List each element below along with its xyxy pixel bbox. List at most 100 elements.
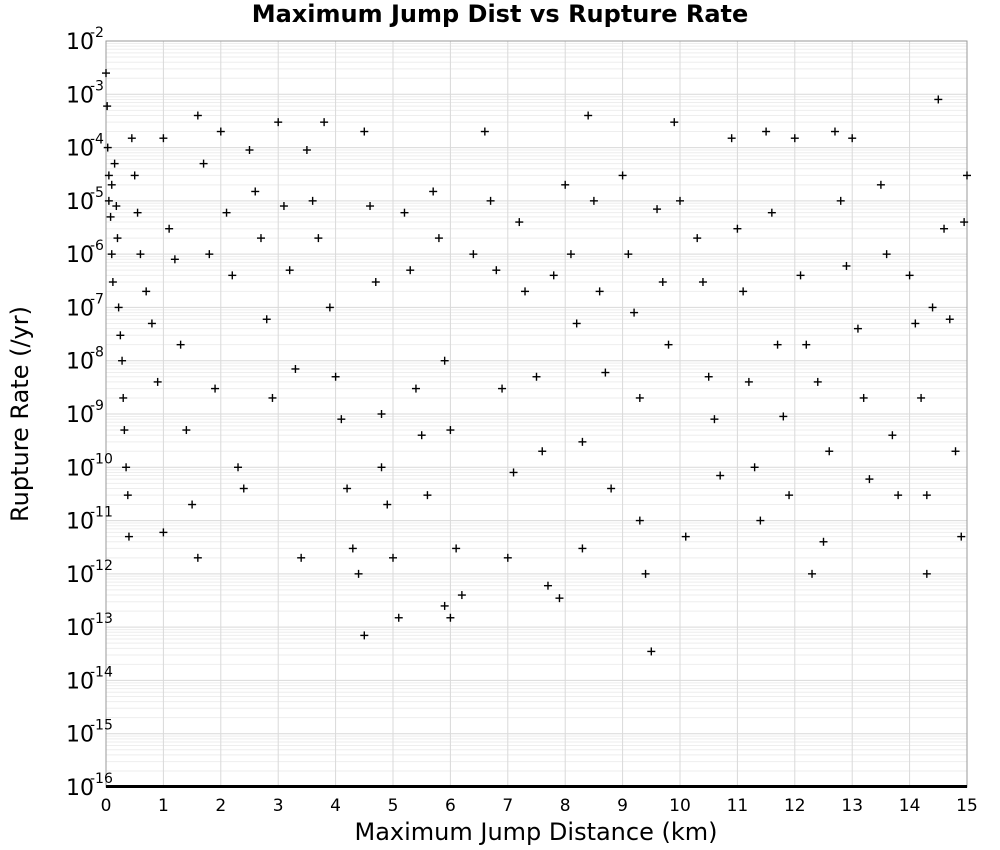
y-tick-exponent: -2 xyxy=(90,25,104,41)
data-point xyxy=(653,205,662,214)
data-point xyxy=(951,447,960,456)
y-tick-label: 10 xyxy=(66,669,94,694)
data-point xyxy=(853,324,862,333)
y-tick-label: 10 xyxy=(66,510,94,535)
data-point xyxy=(106,212,115,221)
y-tick-label: 10 xyxy=(66,83,94,108)
y-tick-label: 10 xyxy=(66,723,94,748)
data-point xyxy=(123,491,132,500)
data-point xyxy=(116,331,125,340)
x-tick-label: 6 xyxy=(445,796,456,816)
y-tick-exponent: -6 xyxy=(90,238,104,254)
data-point xyxy=(188,500,197,509)
x-tick-label: 12 xyxy=(784,796,806,816)
data-point xyxy=(957,532,966,541)
data-point xyxy=(360,127,369,136)
data-point xyxy=(446,426,455,435)
x-tick-label: 10 xyxy=(669,796,691,816)
data-point xyxy=(607,484,616,493)
y-tick-label: 10 xyxy=(66,243,94,268)
data-point xyxy=(532,372,541,381)
data-point xyxy=(503,553,512,562)
grid-lines xyxy=(105,40,968,788)
data-point xyxy=(314,234,323,243)
data-point xyxy=(940,224,949,233)
y-tick-label: 10 xyxy=(66,563,94,588)
data-point xyxy=(859,393,868,402)
floor-band xyxy=(106,785,967,788)
y-tick-exponent: -5 xyxy=(90,185,104,201)
data-point xyxy=(905,271,914,280)
data-point xyxy=(113,234,122,243)
data-point xyxy=(103,102,112,111)
data-point xyxy=(440,356,449,365)
x-tick-label: 13 xyxy=(841,796,863,816)
y-tick-exponent: -11 xyxy=(90,505,113,521)
y-tick-exponent: -10 xyxy=(90,451,113,467)
data-point xyxy=(216,127,225,136)
data-point xyxy=(744,377,753,386)
data-point xyxy=(136,250,145,259)
data-point xyxy=(538,447,547,456)
data-point xyxy=(888,431,897,440)
y-tick-exponent: -9 xyxy=(90,398,104,414)
data-point xyxy=(114,303,123,312)
data-point xyxy=(963,171,971,180)
data-point xyxy=(555,594,564,603)
data-point xyxy=(119,393,128,402)
data-point xyxy=(423,491,432,500)
y-tick-label: 10 xyxy=(66,616,94,641)
y-tick-label: 10 xyxy=(66,30,94,55)
data-point xyxy=(103,143,112,152)
data-point xyxy=(641,569,650,578)
data-point xyxy=(658,278,667,287)
data-point xyxy=(802,340,811,349)
data-point xyxy=(796,271,805,280)
x-tick-label: 0 xyxy=(101,796,112,816)
data-point xyxy=(274,118,283,127)
y-axis-ticks: 10-210-310-410-510-610-710-810-910-1010-… xyxy=(66,25,113,801)
data-point xyxy=(515,218,524,227)
data-point xyxy=(647,647,656,656)
data-point xyxy=(578,544,587,553)
data-point xyxy=(394,613,403,622)
y-tick-exponent: -7 xyxy=(90,291,104,307)
data-point xyxy=(176,340,185,349)
data-point xyxy=(182,426,191,435)
data-point xyxy=(960,218,969,227)
data-point xyxy=(704,372,713,381)
data-point xyxy=(635,393,644,402)
data-point xyxy=(727,134,736,143)
data-point xyxy=(716,471,725,480)
data-point xyxy=(630,308,639,317)
data-point xyxy=(521,287,530,296)
data-point xyxy=(509,468,518,477)
data-point xyxy=(664,340,673,349)
data-point xyxy=(153,377,162,386)
data-point xyxy=(104,196,113,205)
data-point xyxy=(670,118,679,127)
data-point xyxy=(595,287,604,296)
data-point xyxy=(790,134,799,143)
data-point xyxy=(693,234,702,243)
data-point xyxy=(159,134,168,143)
data-point xyxy=(756,516,765,525)
x-tick-label: 7 xyxy=(502,796,513,816)
data-point xyxy=(492,266,501,275)
data-point xyxy=(331,372,340,381)
x-tick-label: 15 xyxy=(956,796,978,816)
data-point xyxy=(808,569,817,578)
x-tick-label: 3 xyxy=(273,796,284,816)
x-axis-ticks: 0 1 2 3 4 5 6 7 8 9 10 11 12 13 14 15 xyxy=(101,796,978,816)
data-point xyxy=(124,532,133,541)
data-point xyxy=(297,553,306,562)
data-point xyxy=(549,271,558,280)
y-tick-exponent: -14 xyxy=(90,664,113,680)
y-tick-label: 10 xyxy=(66,137,94,162)
y-tick-exponent: -8 xyxy=(90,345,104,361)
data-point xyxy=(337,415,346,424)
data-point xyxy=(928,303,937,312)
data-point xyxy=(750,463,759,472)
y-tick-label: 10 xyxy=(66,403,94,428)
